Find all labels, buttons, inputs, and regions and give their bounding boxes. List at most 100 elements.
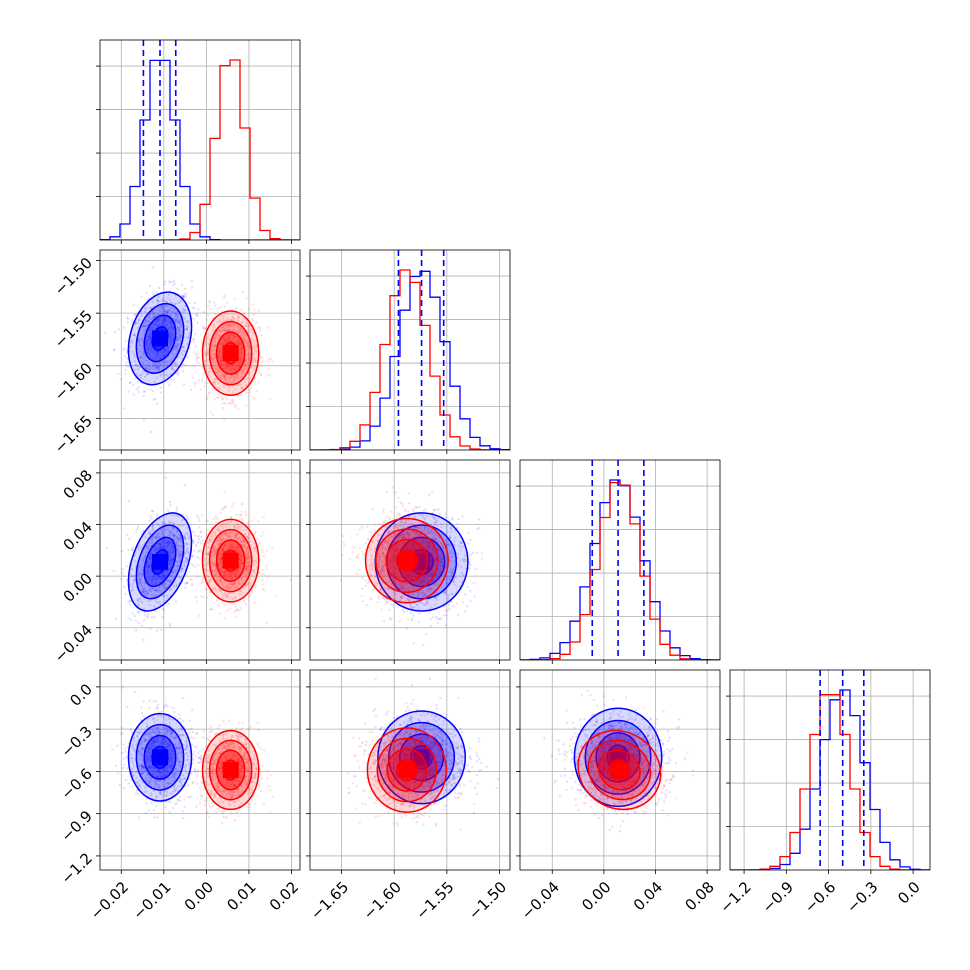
scatter-point — [148, 328, 151, 331]
scatter-point — [229, 339, 233, 342]
scatter-point — [212, 358, 215, 362]
scatter-point — [156, 351, 159, 354]
scatter-point — [241, 375, 244, 379]
scatter-point — [193, 307, 196, 310]
scatter-point — [137, 339, 140, 342]
scatter-point — [226, 340, 229, 343]
scatter-point — [218, 375, 222, 378]
scatter-point — [191, 306, 194, 310]
scatter-point — [237, 342, 240, 346]
scatter-point — [173, 364, 177, 367]
scatter-point — [196, 575, 199, 578]
scatter-point — [169, 578, 172, 582]
scatter-point — [161, 305, 164, 308]
scatter-point — [247, 372, 250, 376]
scatter-point — [215, 333, 218, 336]
scatter-point — [257, 326, 260, 329]
scatter-point — [172, 284, 175, 287]
scatter-point — [224, 373, 227, 377]
scatter-point — [236, 319, 239, 322]
scatter-point — [225, 323, 228, 327]
scatter-point — [162, 308, 166, 311]
scatter-point — [183, 554, 186, 558]
scatter-point — [464, 593, 467, 596]
scatter-point — [222, 326, 225, 329]
scatter-point — [434, 521, 437, 524]
scatter-point — [243, 340, 246, 343]
histogram-step-0-series-1 — [100, 59, 300, 240]
scatter-point — [156, 319, 160, 322]
scatter-point — [123, 347, 126, 350]
scatter-point — [251, 360, 255, 363]
scatter-point — [248, 377, 251, 380]
scatter-point — [157, 352, 160, 356]
scatter-point — [155, 578, 158, 582]
scatter-point — [220, 363, 223, 366]
scatter-point — [238, 342, 241, 345]
scatter-point — [148, 343, 152, 346]
scatter-point — [152, 311, 155, 315]
scatter-point — [158, 535, 161, 539]
scatter-point — [156, 536, 159, 539]
panel-grid-1-0 — [100, 250, 300, 450]
scatter-point — [112, 569, 115, 572]
scatter-point — [161, 607, 164, 611]
scatter-point — [192, 340, 196, 344]
scatter-point — [412, 642, 415, 645]
scatter-point — [206, 381, 209, 385]
scatter-point — [169, 340, 173, 343]
scatter-point — [431, 491, 434, 494]
scatter-point — [148, 532, 152, 536]
scatter-point — [146, 612, 150, 615]
scatter-point — [154, 577, 158, 581]
scatter-point — [147, 591, 150, 595]
scatter-point — [255, 350, 258, 354]
scatter-point — [417, 620, 420, 624]
scatter-point — [146, 318, 150, 322]
scatter-point — [148, 334, 151, 337]
contour-line-1-0-1-2 — [215, 331, 246, 375]
scatter-point — [171, 534, 175, 537]
scatter-point — [149, 335, 153, 338]
scatter-point — [251, 319, 254, 322]
scatter-point — [218, 318, 222, 321]
scatter-point — [154, 588, 157, 591]
scatter-point — [151, 292, 155, 295]
scatter-point — [177, 537, 180, 540]
scatter-point — [151, 363, 155, 366]
scatter-point — [156, 352, 159, 356]
scatter-point — [153, 323, 157, 326]
scatter-point — [149, 555, 152, 558]
scatter-point — [227, 364, 231, 367]
scatter-point — [158, 533, 161, 537]
scatter-point — [131, 582, 135, 585]
scatter-point — [161, 615, 164, 619]
scatter-point — [163, 521, 166, 524]
scatter-point — [166, 346, 170, 350]
scatter-point — [165, 349, 168, 353]
scatter-point — [138, 572, 142, 575]
scatter-point — [266, 326, 269, 329]
scatter-point — [220, 508, 223, 511]
scatter-point — [186, 328, 189, 331]
scatter-point — [207, 304, 210, 308]
scatter-point — [151, 593, 154, 597]
scatter-point — [238, 329, 241, 332]
scatter-point — [123, 407, 126, 410]
scatter-point — [173, 535, 176, 538]
scatter-point — [182, 311, 185, 314]
scatter-point — [233, 336, 236, 339]
scatter-point — [240, 351, 244, 355]
scatter-point — [250, 329, 253, 332]
scatter-point — [168, 328, 171, 331]
scatter-point — [179, 539, 182, 543]
scatter-point — [235, 339, 239, 342]
scatter-point — [352, 546, 355, 549]
scatter-point — [176, 342, 179, 345]
scatter-point — [129, 603, 132, 606]
scatter-point — [207, 373, 210, 376]
scatter-point — [244, 510, 247, 514]
scatter-point — [177, 314, 180, 318]
scatter-point — [382, 520, 385, 524]
scatter-point — [145, 562, 149, 566]
